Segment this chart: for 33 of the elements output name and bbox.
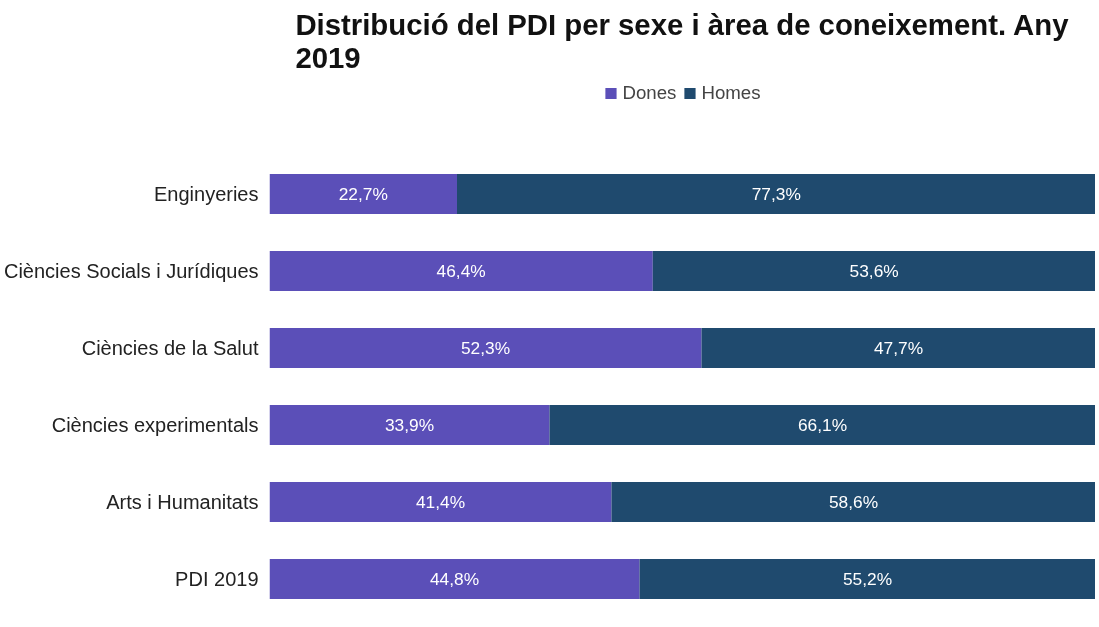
data-label: 44,8% [429,569,480,589]
y-tick-label: Ciències de la Salut [81,337,259,359]
bar [269,404,550,446]
data-label: 33,9% [384,415,435,435]
legend-label: Homes [701,82,761,104]
data-label: 52,3% [460,338,511,358]
bar [457,173,1095,215]
bar [611,481,1095,523]
bar [549,404,1095,446]
bar [269,173,457,215]
bar [701,327,1095,369]
data-label: 46,4% [436,261,486,281]
legend-label: Dones [622,82,677,104]
bar [639,558,1095,600]
y-tick-label: Arts i Humanitats [106,491,259,513]
y-tick-label: Ciències Socials i Jurídiques [3,260,259,282]
data-label: 77,3% [751,184,801,204]
y-tick-label: Ciències experimentals [51,414,259,436]
data-label: 55,2% [842,569,893,589]
data-label: 58,6% [828,492,879,512]
data-label: 47,7% [873,338,924,358]
bar [269,558,640,600]
data-label: 22,7% [338,184,388,204]
y-tick-label: Enginyeries [154,183,259,205]
data-label: 53,6% [849,261,899,281]
bar [269,327,702,369]
y-tick-label: PDI 2019 [175,568,259,590]
bar [269,250,653,292]
bar [652,250,1095,292]
bar [269,481,612,523]
data-label: 41,4% [415,492,466,512]
data-label: 66,1% [797,415,848,435]
chart-title: Distribució del PDI per sexe i àrea de coneixement. Any 2019 [295,7,1070,74]
